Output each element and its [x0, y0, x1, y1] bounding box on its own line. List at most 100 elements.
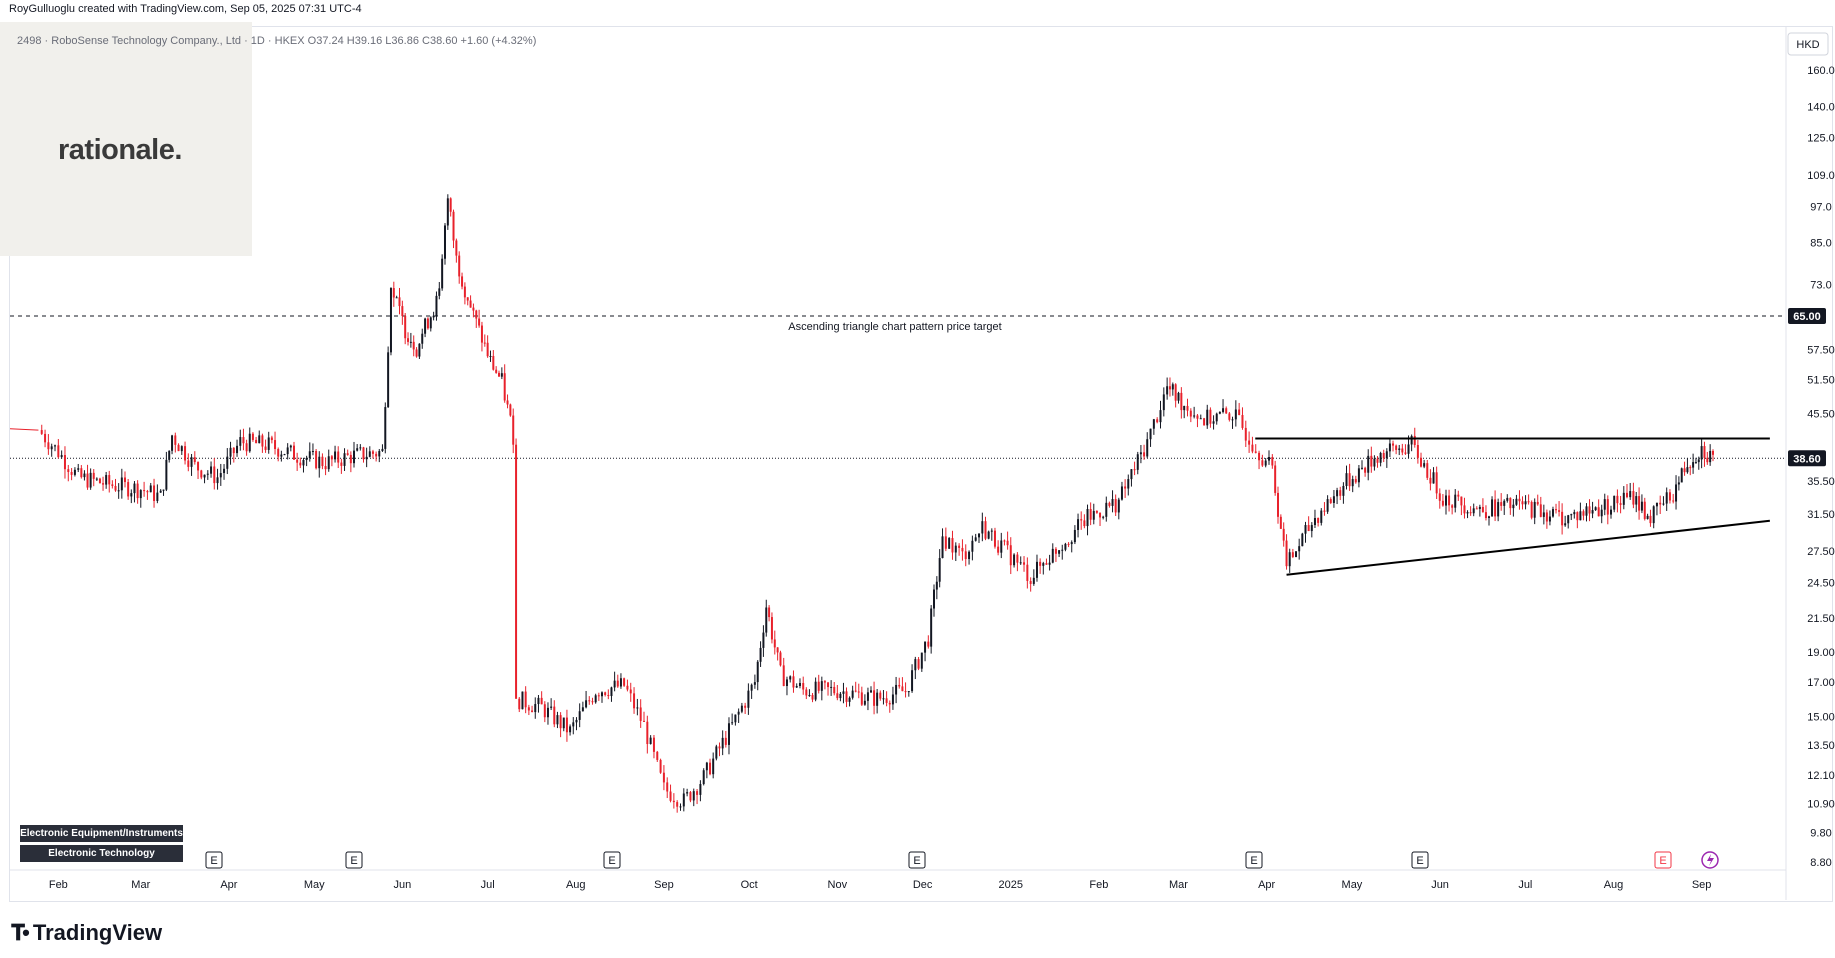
candle-body — [527, 707, 530, 711]
x-tick-label: Jun — [1431, 879, 1449, 891]
candle-body — [1494, 499, 1497, 517]
candle-body — [1086, 509, 1089, 527]
candle-body — [486, 342, 489, 357]
candle-body — [830, 686, 833, 688]
candle-body — [904, 691, 907, 693]
candle-body — [498, 372, 501, 377]
candle-body — [503, 373, 506, 401]
candle-body — [1444, 495, 1447, 506]
candle-body — [1136, 454, 1139, 470]
candle-body — [540, 697, 543, 705]
candle-body — [392, 288, 395, 298]
y-tick-label: 15.00 — [1807, 711, 1835, 723]
candle-body — [712, 758, 715, 775]
x-tick-label: Mar — [131, 879, 150, 891]
y-tick-label: 160.0 — [1807, 65, 1835, 77]
tradingview-logo[interactable]: 𝐓• TradingView — [11, 920, 162, 946]
candle-body — [1268, 457, 1271, 461]
candle-body — [1171, 384, 1174, 390]
candle-body — [337, 451, 340, 463]
candle-body — [461, 276, 464, 287]
candle-body — [387, 352, 390, 408]
candle-body — [1694, 462, 1697, 464]
price-target-tag-label: 65.00 — [1793, 311, 1821, 323]
candle-body — [1288, 552, 1291, 567]
candle-body — [808, 695, 811, 697]
candle-body — [833, 686, 836, 694]
candle-body — [159, 490, 162, 493]
symbol-legend[interactable]: 2498 · RoboSense Technology Company., Lt… — [17, 35, 537, 47]
candle-body — [236, 445, 239, 454]
candle-body — [1054, 548, 1057, 554]
candle-body — [1345, 473, 1348, 486]
candle-body — [1591, 510, 1594, 514]
candle-body — [1317, 518, 1320, 523]
candle-body — [958, 545, 961, 548]
candle-body — [1401, 448, 1404, 453]
candle-body — [1689, 467, 1692, 469]
candle-body — [1709, 450, 1712, 463]
candle-body — [740, 705, 743, 712]
candle-body — [1271, 457, 1274, 466]
candle-body — [1655, 502, 1658, 507]
candle-body — [57, 445, 60, 458]
candle-body — [1451, 505, 1454, 508]
price-target-tag — [1788, 307, 1826, 324]
candle-body — [639, 707, 642, 721]
candle-body — [981, 521, 984, 534]
candle-body — [223, 468, 226, 474]
candle-body — [814, 681, 817, 700]
candle-body — [885, 698, 888, 703]
candle-body — [1448, 495, 1451, 506]
candle-body — [398, 297, 401, 307]
y-tick-label: 45.50 — [1807, 408, 1835, 420]
candle-body — [165, 459, 168, 490]
candle-body — [1067, 543, 1070, 545]
candle-body — [1234, 409, 1237, 420]
candle-body — [1521, 501, 1524, 505]
candle-body — [509, 404, 512, 416]
sector-badge[interactable]: Electronic Technology — [20, 845, 183, 862]
candle-body — [656, 751, 659, 760]
candle-body — [216, 477, 219, 484]
candle-body — [443, 225, 446, 259]
candle-body — [1475, 508, 1478, 510]
candle-body — [1228, 413, 1231, 420]
candle-body — [588, 700, 591, 702]
candle-body — [629, 689, 632, 694]
candle-body — [1619, 503, 1622, 505]
candle-body — [171, 435, 174, 451]
timestamp: Sep 05, 2025 07:31 UTC-4 — [230, 3, 362, 15]
candle-body — [515, 444, 518, 699]
candle-body — [993, 530, 996, 547]
candle-body — [1512, 504, 1515, 509]
candle-body — [531, 710, 534, 713]
candle-body — [1570, 514, 1573, 516]
candle-body — [1509, 497, 1512, 509]
y-tick-label: 73.0 — [1810, 279, 1831, 291]
y-tick-label: 21.50 — [1807, 613, 1835, 625]
candle-body — [1351, 479, 1354, 487]
earnings-marker-icon — [1411, 851, 1429, 869]
candle-body — [907, 691, 910, 693]
candle-body — [371, 451, 374, 454]
candle-body — [1625, 492, 1628, 498]
candle-body — [782, 665, 785, 687]
candle-body — [1105, 502, 1108, 517]
industry-badge[interactable]: Electronic Equipment/Instruments — [20, 825, 183, 842]
y-tick-label: 109.0 — [1807, 170, 1835, 182]
candle-body — [340, 462, 343, 466]
y-tick-label: 19.00 — [1807, 647, 1835, 659]
candle-body — [672, 800, 675, 803]
candle-body — [1370, 455, 1373, 467]
candle-body — [168, 450, 171, 460]
candle-body — [1291, 552, 1294, 557]
x-tick-label: Feb — [49, 879, 68, 891]
candle-body — [283, 454, 286, 456]
candle-body — [1632, 491, 1635, 505]
candle-body — [1466, 512, 1469, 514]
candle-body — [591, 701, 594, 703]
candle-body — [518, 698, 521, 710]
candle-body — [365, 456, 368, 460]
